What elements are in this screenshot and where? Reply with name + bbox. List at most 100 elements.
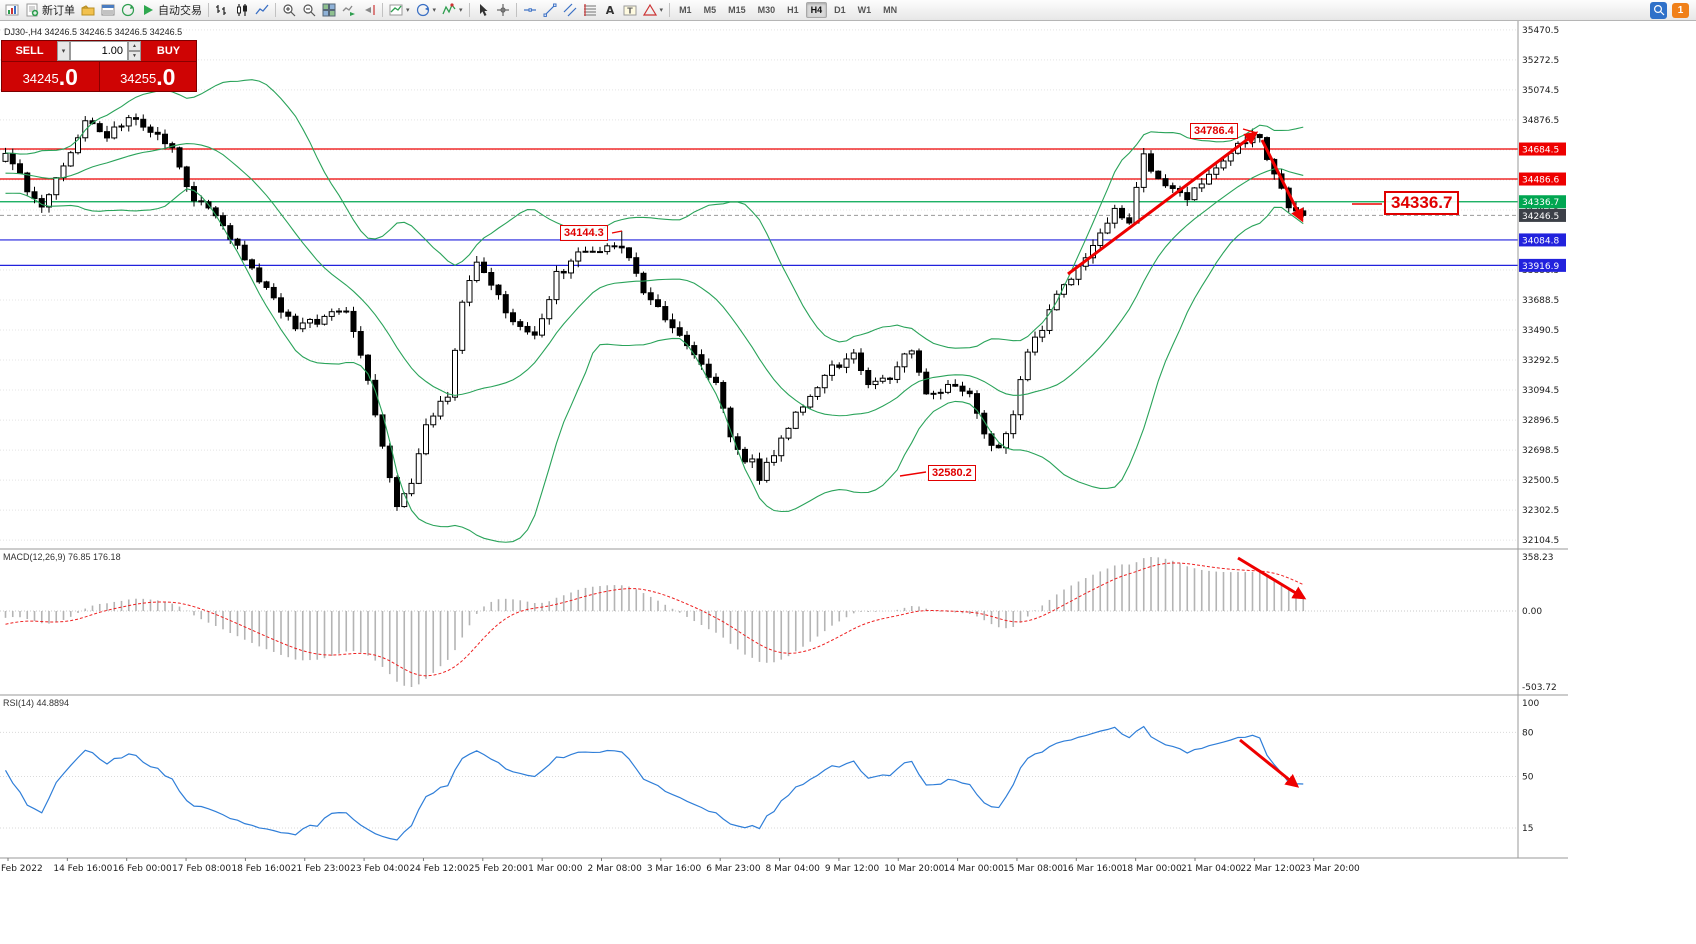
- buy-button[interactable]: BUY: [156, 45, 181, 57]
- bar-chart-button[interactable]: [212, 1, 232, 20]
- svg-text:1 Mar 00:00: 1 Mar 00:00: [528, 864, 583, 874]
- svg-text:32500.5: 32500.5: [1522, 476, 1559, 486]
- auto-scroll-button[interactable]: [339, 1, 359, 20]
- svg-text:25 Feb 20:00: 25 Feb 20:00: [469, 864, 528, 874]
- fibonacci-icon: [583, 4, 596, 16]
- line-chart-icon: [255, 4, 269, 15]
- text-tool-button[interactable]: A: [600, 1, 620, 20]
- channel-icon: [563, 3, 576, 17]
- timeframe-button-h1[interactable]: H1: [787, 5, 799, 15]
- data-window-button[interactable]: [118, 1, 138, 20]
- timeframe-button-m15[interactable]: M15: [728, 5, 746, 15]
- cursor-icon: [479, 4, 488, 16]
- buy-price-main: 34255: [120, 71, 157, 86]
- toolbar-right-group: 1: [1650, 1, 1694, 19]
- buy-price[interactable]: 34255.0: [98, 62, 197, 91]
- search-button[interactable]: [1650, 1, 1667, 19]
- volume-down-button[interactable]: ▼: [128, 51, 141, 61]
- volume-input[interactable]: 1.00: [70, 41, 128, 61]
- price-annotation-mid[interactable]: 34144.3: [560, 225, 608, 241]
- data-window-icon: [121, 3, 135, 17]
- svg-text:9 Mar 12:00: 9 Mar 12:00: [825, 864, 880, 874]
- toolbar-separator: [382, 3, 383, 17]
- trendline-tool-button[interactable]: [540, 1, 560, 20]
- new-chart-dropdown[interactable]: ▾: [386, 1, 413, 20]
- svg-text:21 Mar 04:00: 21 Mar 04:00: [1181, 864, 1241, 874]
- notification-badge[interactable]: 1: [1672, 2, 1689, 18]
- svg-text:34336.7: 34336.7: [1522, 198, 1559, 208]
- sell-button[interactable]: SELL: [15, 45, 44, 57]
- toolbar-separator: [208, 3, 209, 17]
- cursor-tool-button[interactable]: [473, 1, 493, 20]
- new-order-icon: [26, 3, 39, 17]
- cycle-icon: [416, 3, 429, 17]
- svg-text:24 Feb 12:00: 24 Feb 12:00: [409, 864, 468, 874]
- svg-text:T: T: [627, 7, 633, 16]
- profiles-icon: [81, 5, 95, 16]
- sell-price[interactable]: 34245.0: [2, 62, 99, 91]
- chart-canvas[interactable]: 32104.5 32302.5 32500.5 32698.5 32896.5 33094…: [0, 21, 1568, 876]
- svg-text:100: 100: [1522, 699, 1539, 709]
- timeframe-button-d1[interactable]: D1: [834, 5, 846, 15]
- timeframe-button-m30[interactable]: M30: [757, 5, 776, 15]
- new-chart-button[interactable]: [2, 1, 22, 20]
- svg-text:8 Mar 04:00: 8 Mar 04:00: [766, 864, 821, 874]
- toolbar-separator: [275, 3, 276, 17]
- shapes-dropdown[interactable]: ▾: [640, 1, 667, 20]
- volume-up-button[interactable]: ▲: [128, 41, 141, 51]
- chart-cycle-dropdown[interactable]: ▾: [413, 1, 440, 20]
- toolbar-separator: [515, 3, 517, 17]
- rsi-label: RSI(14) 44.8894: [3, 698, 70, 708]
- price-callout-current[interactable]: 34336.7: [1384, 191, 1460, 215]
- timeframe-button-m5[interactable]: M5: [703, 5, 717, 15]
- chart-shift-button[interactable]: [359, 1, 379, 20]
- indicators-dropdown[interactable]: ▾: [439, 1, 466, 20]
- toolbar-separator: [669, 3, 671, 17]
- timeframe-button-m1[interactable]: M1: [679, 5, 692, 15]
- volume-dropdown-button[interactable]: ▾: [57, 41, 70, 61]
- text-label-icon: T: [623, 5, 637, 16]
- new-order-button[interactable]: 新订单: [22, 1, 78, 20]
- horizontal-line-tool-button[interactable]: [520, 1, 540, 20]
- timeframe-button-mn[interactable]: MN: [883, 5, 898, 15]
- svg-text:80: 80: [1522, 728, 1534, 738]
- channel-tool-button[interactable]: [560, 1, 580, 20]
- svg-text:6 Mar 23:00: 6 Mar 23:00: [706, 864, 761, 874]
- svg-text:2 Mar 08:00: 2 Mar 08:00: [588, 864, 643, 874]
- market-watch-button[interactable]: [98, 1, 118, 20]
- svg-text:14 Feb 16:00: 14 Feb 16:00: [53, 864, 112, 874]
- svg-text:34246.5: 34246.5: [1522, 212, 1559, 222]
- svg-text:10 Mar 20:00: 10 Mar 20:00: [884, 864, 944, 874]
- tile-windows-icon: [322, 3, 336, 17]
- svg-text:50: 50: [1522, 773, 1534, 783]
- tile-windows-button[interactable]: [319, 1, 339, 20]
- price-annotation-low[interactable]: 32580.2: [928, 465, 976, 481]
- auto-trading-button[interactable]: 自动交易: [138, 1, 205, 20]
- price-annotation-peak[interactable]: 34786.4: [1190, 123, 1238, 139]
- profiles-button[interactable]: [78, 1, 98, 20]
- zoom-in-button[interactable]: [279, 1, 299, 20]
- svg-text:32302.5: 32302.5: [1522, 506, 1559, 516]
- line-chart-button[interactable]: [252, 1, 272, 20]
- timeframe-button-h4[interactable]: H4: [805, 2, 828, 18]
- svg-text:33094.5: 33094.5: [1522, 386, 1559, 396]
- svg-text:16 Feb 00:00: 16 Feb 00:00: [113, 864, 172, 874]
- fibonacci-tool-button[interactable]: [580, 1, 600, 20]
- zoom-out-icon: [303, 4, 316, 17]
- svg-text:Feb 2022: Feb 2022: [1, 864, 43, 874]
- bar-chart-icon: [216, 5, 226, 15]
- buy-price-frac: .0: [156, 64, 176, 90]
- toolbar: 新订单 自动交易 ▾ ▾ ▾ A T ▾ M1 M5 M15 M30 H1 H4 D1 W1 MN 1: [0, 0, 1696, 21]
- text-label-tool-button[interactable]: T: [620, 1, 640, 20]
- zoom-out-button[interactable]: [299, 1, 319, 20]
- svg-text:358.23: 358.23: [1522, 553, 1554, 563]
- new-chart-icon: [5, 4, 19, 16]
- crosshair-tool-button[interactable]: [493, 1, 513, 20]
- timeframe-button-w1[interactable]: W1: [857, 5, 872, 15]
- toolbar-separator: [468, 3, 470, 17]
- svg-text:22 Mar 12:00: 22 Mar 12:00: [1240, 864, 1300, 874]
- svg-text:23 Mar 20:00: 23 Mar 20:00: [1300, 864, 1360, 874]
- svg-text:17 Feb 08:00: 17 Feb 08:00: [172, 864, 231, 874]
- candlestick-chart-button[interactable]: [232, 1, 252, 20]
- text-icon: A: [605, 4, 614, 17]
